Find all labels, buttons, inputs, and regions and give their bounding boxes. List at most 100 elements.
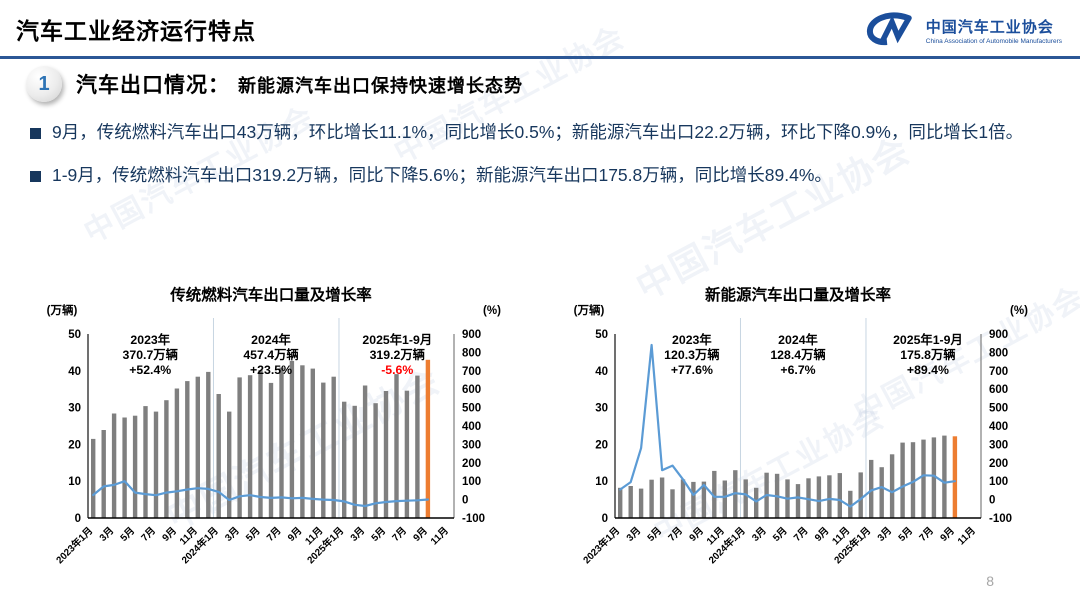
bar	[164, 400, 169, 518]
annotation-year: 2024年	[251, 332, 291, 347]
annotation-volume: 457.4万辆	[243, 347, 298, 362]
page-number: 8	[986, 573, 994, 589]
right-axis-tick: 500	[989, 403, 1008, 415]
x-axis-tick: 3月	[222, 525, 241, 544]
slide-header: 汽车工业经济运行特点 中国汽车工业协会 China Association of…	[0, 0, 1080, 48]
annotation-year: 2025年1-9月	[362, 332, 432, 347]
annotation-year: 2023年	[672, 332, 712, 347]
bar	[373, 403, 378, 518]
bar	[289, 360, 295, 518]
bar	[331, 376, 336, 518]
logo-name-cn: 中国汽车工业协会	[925, 18, 1054, 36]
bar	[680, 479, 686, 518]
x-axis-tick: 5月	[118, 525, 137, 544]
x-axis-tick: 7月	[917, 525, 936, 544]
bar	[258, 370, 263, 518]
right-axis-tick: 700	[989, 366, 1008, 378]
bar	[153, 411, 159, 518]
x-axis-tick: 9月	[812, 525, 831, 544]
right-axis-tick: 200	[462, 458, 481, 470]
bullet-item: 9月，传统燃料汽车出口43万辆，环比增长11.1%，同比增长0.5%；新能源汽车…	[30, 118, 1056, 148]
bar	[321, 382, 326, 518]
bar	[712, 470, 717, 518]
chart-title: 传统燃料汽车出口量及增长率	[169, 285, 372, 304]
annotation-growth: +6.7%	[780, 363, 815, 377]
right-axis-tick: 900	[989, 329, 1008, 341]
x-axis-tick: 7月	[139, 525, 158, 544]
annotation-volume: 120.3万辆	[664, 347, 719, 362]
right-axis-tick: 300	[462, 439, 481, 451]
x-axis-tick: 3月	[749, 525, 768, 544]
bar	[300, 365, 305, 518]
annotation-growth: -5.6%	[381, 363, 413, 377]
caam-logo: 中国汽车工业协会 China Association of Automobile…	[866, 12, 1062, 48]
logo-name-en: China Association of Automobile Manufact…	[925, 37, 1062, 45]
bar	[618, 487, 623, 518]
left-axis-tick: 10	[595, 476, 608, 488]
bar	[743, 479, 748, 518]
bar	[649, 479, 654, 518]
right-axis-unit: (%)	[483, 305, 501, 317]
right-axis-tick: 900	[462, 329, 481, 341]
bar	[174, 388, 180, 518]
right-axis-tick: -100	[989, 513, 1012, 525]
x-axis-tick: 3月	[624, 525, 643, 544]
left-axis-tick: 30	[68, 403, 81, 415]
growth-line	[619, 343, 956, 508]
bar	[670, 489, 675, 518]
bar	[143, 406, 148, 518]
bar	[889, 454, 895, 518]
title-divider-line	[0, 56, 1080, 59]
bar	[362, 385, 368, 518]
bar	[921, 439, 926, 518]
left-axis-tick: 20	[68, 439, 81, 451]
bar	[101, 430, 106, 518]
bar	[659, 477, 665, 518]
left-axis-tick: 0	[602, 513, 608, 525]
x-axis-tick: 7月	[390, 525, 409, 544]
bar	[858, 472, 863, 518]
bar	[931, 437, 937, 518]
bar	[638, 488, 644, 518]
chart-canvas: 新能源汽车出口量及增长率 (万辆) (%) 0 10 20 30 40 50 -100 0 100 20…	[574, 285, 1028, 566]
bar	[722, 480, 727, 518]
growth-line	[92, 480, 429, 508]
x-axis-tick: 3月	[348, 525, 367, 544]
left-axis-tick: 40	[68, 366, 81, 378]
bar	[691, 481, 696, 518]
bar	[848, 490, 853, 518]
x-axis-tick: 5月	[896, 525, 915, 544]
left-axis-tick: 50	[68, 329, 81, 341]
charts-row: 传统燃料汽车出口量及增长率 (万辆) (%) 0 10 20 30 40 50 -100 0 100 2…	[24, 278, 1056, 596]
bullet-marker-icon	[30, 170, 41, 182]
bar	[206, 371, 211, 518]
caam-logo-mark	[866, 12, 912, 46]
left-axis-tick: 20	[595, 439, 608, 451]
bar	[394, 374, 399, 518]
right-axis-tick: 400	[462, 421, 481, 433]
bar	[216, 394, 221, 518]
bullet-marker-icon	[30, 128, 41, 139]
annotation-year: 2025年1-9月	[893, 332, 963, 347]
section-header: 1 汽车出口情况： 新能源汽车出口保持快速增长态势	[26, 66, 523, 102]
right-axis-tick: 500	[462, 403, 481, 415]
right-axis-tick: 300	[989, 439, 1008, 451]
right-axis-tick: 200	[989, 458, 1008, 470]
annotation-growth: +89.4%	[907, 363, 949, 377]
x-axis-tick: 9月	[411, 525, 430, 544]
bar	[900, 442, 905, 518]
bar	[247, 375, 253, 518]
left-axis-tick: 10	[68, 476, 81, 488]
annotation-year: 2024年	[778, 332, 818, 347]
bar	[404, 390, 410, 518]
right-axis-tick: -100	[462, 513, 485, 525]
fuel-vehicle-export-chart: 传统燃料汽车出口量及增长率 (万辆) (%) 0 10 20 30 40 50 -100 0 100 2…	[24, 278, 529, 596]
bullet-text: 9月，传统燃料汽车出口43万辆，环比增长11.1%，同比增长0.5%；新能源汽车…	[52, 122, 1024, 142]
bar	[425, 359, 431, 518]
bar	[415, 375, 420, 518]
bar	[816, 476, 822, 518]
right-axis-tick: 600	[989, 384, 1008, 396]
x-axis-tick: 11月	[955, 525, 978, 548]
x-axis-tick: 2023年1月	[580, 524, 622, 566]
